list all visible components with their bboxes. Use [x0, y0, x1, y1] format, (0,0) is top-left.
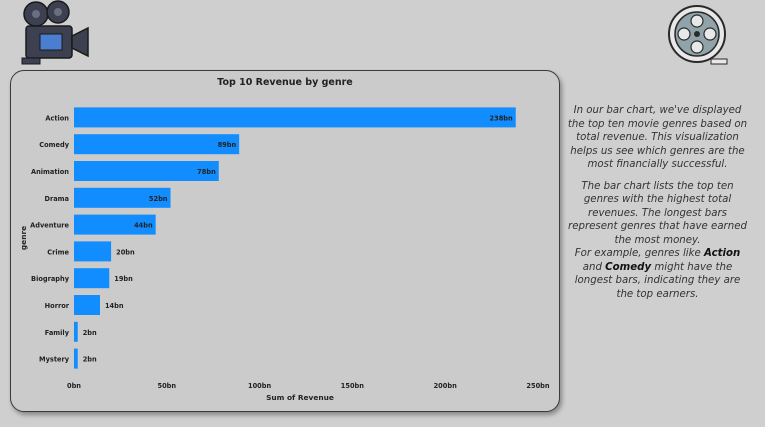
bar-chart: Action 238bn Comedy 89bn Animation 78bn Drama 5… — [19, 107, 550, 402]
bar — [74, 241, 112, 262]
data-label: 44bn — [134, 222, 153, 230]
description-intro: The bar chart lists the top ten genres w… — [568, 180, 747, 246]
x-tick-label: 0bn — [67, 382, 81, 390]
x-tick-label: 150bn — [341, 382, 364, 390]
bar — [74, 134, 240, 155]
data-label: 238bn — [490, 114, 513, 122]
chart-description: In our bar chart, we've displayed the to… — [565, 104, 750, 309]
bar — [74, 321, 78, 342]
x-tick-label: 100bn — [248, 382, 271, 390]
description-example-end: might have the longest bars, indicating … — [574, 261, 741, 300]
x-tick-label: 200bn — [434, 382, 457, 390]
x-axis-title: Sum of Revenue — [266, 393, 334, 402]
data-label: 2bn — [83, 329, 97, 337]
data-label: 20bn — [116, 248, 135, 256]
category-label: Horror — [45, 302, 70, 310]
highlight-action: Action — [704, 248, 741, 259]
chart-card: Top 10 Revenue by genre Action 238bn Comed… — [10, 70, 560, 412]
category-label: Crime — [47, 248, 69, 256]
chart-title: Top 10 Revenue by genre — [217, 77, 353, 88]
y-axis-title: genre — [19, 226, 28, 250]
category-label: Biography — [31, 275, 70, 283]
description-and: and — [582, 261, 606, 273]
bar — [74, 268, 110, 289]
bar — [74, 187, 171, 208]
x-tick-label: 250bn — [526, 382, 549, 390]
category-label: Mystery — [39, 356, 70, 364]
bar — [74, 295, 100, 315]
highlight-comedy: Comedy — [605, 261, 652, 273]
category-label: Animation — [31, 168, 69, 176]
category-label: Action — [45, 114, 69, 122]
bar — [74, 107, 516, 128]
category-label: Comedy — [39, 141, 69, 149]
data-label: 14bn — [105, 302, 124, 310]
category-label: Family — [45, 329, 70, 337]
description-example-start: For example, genres like — [574, 248, 705, 259]
bar — [74, 348, 78, 369]
bar — [74, 161, 219, 181]
data-label: 19bn — [114, 275, 133, 283]
description-paragraph-2: The bar chart lists the top ten genres w… — [565, 180, 750, 302]
category-label: Adventure — [30, 222, 69, 230]
data-label: 89bn — [218, 141, 237, 149]
x-tick-label: 50bn — [158, 382, 177, 390]
data-label: 2bn — [83, 356, 97, 364]
description-paragraph-1: In our bar chart, we've displayed the to… — [567, 105, 748, 170]
category-label: Drama — [45, 195, 70, 203]
film-reel-icon — [668, 5, 728, 65]
data-label: 52bn — [149, 195, 168, 203]
movie-camera-icon — [21, 0, 89, 65]
data-label: 78bn — [197, 168, 216, 176]
bar — [74, 214, 156, 235]
